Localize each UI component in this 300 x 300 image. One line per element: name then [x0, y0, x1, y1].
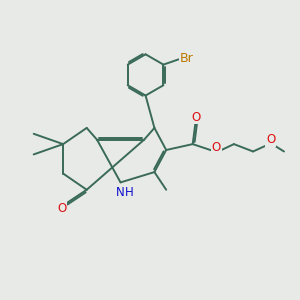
Text: Br: Br	[180, 52, 194, 64]
Text: N: N	[116, 186, 125, 199]
Text: O: O	[57, 202, 66, 215]
Text: H: H	[124, 186, 133, 199]
Text: O: O	[266, 134, 275, 146]
Text: O: O	[192, 110, 201, 124]
Text: O: O	[212, 141, 221, 154]
